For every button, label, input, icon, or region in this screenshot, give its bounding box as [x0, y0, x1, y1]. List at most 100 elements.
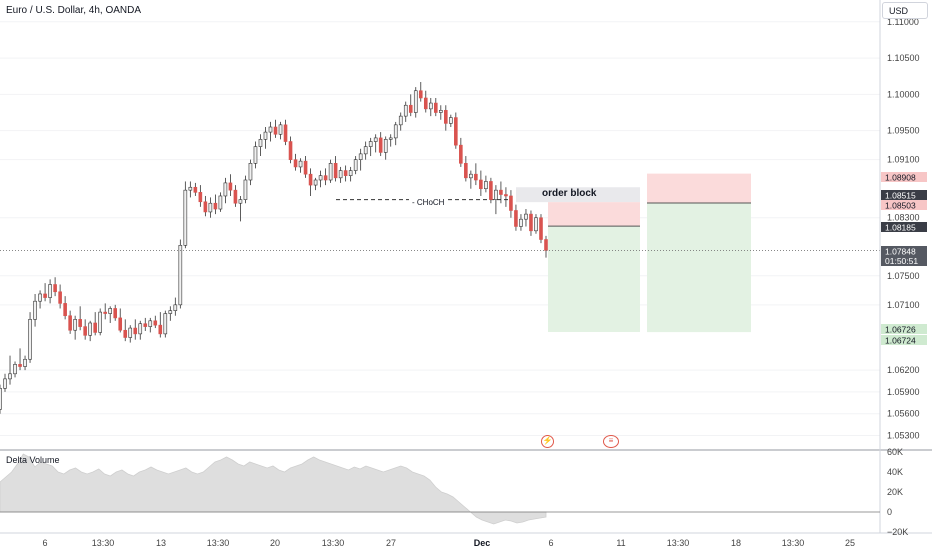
candle-up[interactable] — [383, 139, 388, 153]
candle-down[interactable] — [158, 324, 163, 335]
candle-down[interactable] — [544, 239, 548, 251]
candle-down[interactable] — [143, 323, 148, 327]
price-label-badge[interactable] — [881, 200, 927, 210]
stop-loss-zone-1[interactable] — [548, 202, 640, 227]
candle-down[interactable] — [123, 329, 128, 338]
candle-down[interactable] — [203, 201, 208, 213]
candle-down[interactable] — [378, 137, 383, 153]
candle-up[interactable] — [148, 320, 153, 327]
candle-down[interactable] — [529, 213, 533, 232]
candle-down[interactable] — [474, 173, 478, 181]
candle-down[interactable] — [504, 194, 508, 197]
candle-down[interactable] — [63, 303, 67, 317]
candle-down[interactable] — [118, 317, 123, 331]
candle-up[interactable] — [23, 358, 27, 367]
candle-down[interactable] — [83, 326, 87, 336]
candle-down[interactable] — [58, 291, 62, 304]
candle-up[interactable] — [0, 388, 2, 410]
candle-down[interactable] — [464, 163, 468, 179]
candle-up[interactable] — [358, 153, 363, 160]
candle-down[interactable] — [423, 97, 428, 110]
candle-down[interactable] — [323, 175, 328, 181]
candle-down[interactable] — [113, 308, 118, 319]
candle-up[interactable] — [38, 293, 42, 302]
candle-up[interactable] — [48, 284, 52, 298]
candle-up[interactable] — [388, 137, 393, 140]
candle-up[interactable] — [218, 195, 223, 210]
candle-up[interactable] — [524, 213, 528, 220]
candle-down[interactable] — [509, 195, 513, 211]
candle-up[interactable] — [208, 202, 213, 213]
candle-down[interactable] — [43, 293, 47, 298]
candle-up[interactable] — [88, 322, 92, 336]
candle-up[interactable] — [163, 313, 168, 335]
candle-up[interactable] — [298, 160, 303, 168]
economic-event-flash-icon[interactable]: ⚡ — [541, 435, 554, 448]
candle-up[interactable] — [278, 124, 283, 135]
candle-up[interactable] — [439, 110, 443, 113]
candle-down[interactable] — [454, 117, 458, 146]
candle-down[interactable] — [68, 315, 72, 331]
economic-event-flag-icon[interactable]: ≡ — [603, 435, 619, 448]
candle-up[interactable] — [363, 146, 368, 155]
candle-up[interactable] — [403, 104, 408, 117]
candle-down[interactable] — [293, 159, 298, 168]
candle-up[interactable] — [73, 319, 77, 331]
candle-down[interactable] — [93, 322, 97, 333]
stop-loss-zone-2[interactable] — [647, 173, 751, 204]
price-label-badge[interactable] — [881, 246, 927, 266]
candle-up[interactable] — [449, 117, 453, 124]
candle-up[interactable] — [13, 364, 17, 375]
candle-down[interactable] — [539, 217, 543, 240]
order-block-zone[interactable] — [516, 187, 640, 203]
candle-down[interactable] — [333, 163, 338, 179]
candle-down[interactable] — [228, 182, 233, 191]
candle-down[interactable] — [514, 210, 518, 227]
candle-down[interactable] — [303, 160, 308, 175]
candle-up[interactable] — [128, 327, 133, 338]
candle-up[interactable] — [313, 179, 318, 186]
candle-up[interactable] — [318, 175, 323, 181]
candle-up[interactable] — [168, 310, 173, 314]
candle-down[interactable] — [343, 170, 348, 176]
candle-up[interactable] — [248, 163, 253, 181]
candle-down[interactable] — [459, 144, 463, 164]
price-label-badge[interactable] — [881, 190, 927, 200]
delta-volume-indicator-label[interactable]: Delta Volume — [6, 455, 60, 465]
candle-down[interactable] — [78, 319, 82, 327]
candle-up[interactable] — [183, 189, 188, 246]
order-block-label[interactable]: order block — [542, 188, 597, 199]
candle-up[interactable] — [98, 311, 102, 333]
candle-up[interactable] — [338, 170, 343, 179]
price-label-badge[interactable] — [881, 335, 927, 345]
candle-up[interactable] — [484, 181, 488, 190]
candle-down[interactable] — [198, 192, 203, 203]
candle-down[interactable] — [408, 104, 413, 113]
candle-down[interactable] — [133, 327, 138, 335]
candle-down[interactable] — [444, 110, 448, 124]
candle-up[interactable] — [28, 319, 32, 360]
candle-up[interactable] — [348, 170, 353, 176]
candle-down[interactable] — [193, 186, 198, 193]
candle-up[interactable] — [263, 131, 268, 140]
price-label-badge[interactable] — [881, 222, 927, 232]
candle-up[interactable] — [428, 102, 433, 110]
candle-up[interactable] — [469, 173, 473, 179]
take-profit-zone-1[interactable] — [548, 226, 640, 332]
candle-down[interactable] — [153, 320, 158, 326]
candle-down[interactable] — [103, 311, 107, 314]
candle-up[interactable] — [353, 159, 358, 171]
price-label-badge[interactable] — [881, 324, 927, 334]
candle-up[interactable] — [178, 245, 183, 306]
candle-down[interactable] — [233, 189, 238, 204]
currency-selector-button[interactable]: USD — [882, 2, 928, 19]
candle-down[interactable] — [418, 90, 423, 99]
candle-up[interactable] — [8, 373, 12, 380]
candle-up[interactable] — [243, 179, 248, 200]
candle-up[interactable] — [398, 115, 403, 126]
candle-down[interactable] — [499, 189, 503, 195]
candle-up[interactable] — [258, 139, 263, 147]
choch-label[interactable]: - CHoCH — [409, 198, 448, 207]
delta-volume-area[interactable] — [0, 453, 547, 525]
candle-up[interactable] — [368, 141, 373, 147]
